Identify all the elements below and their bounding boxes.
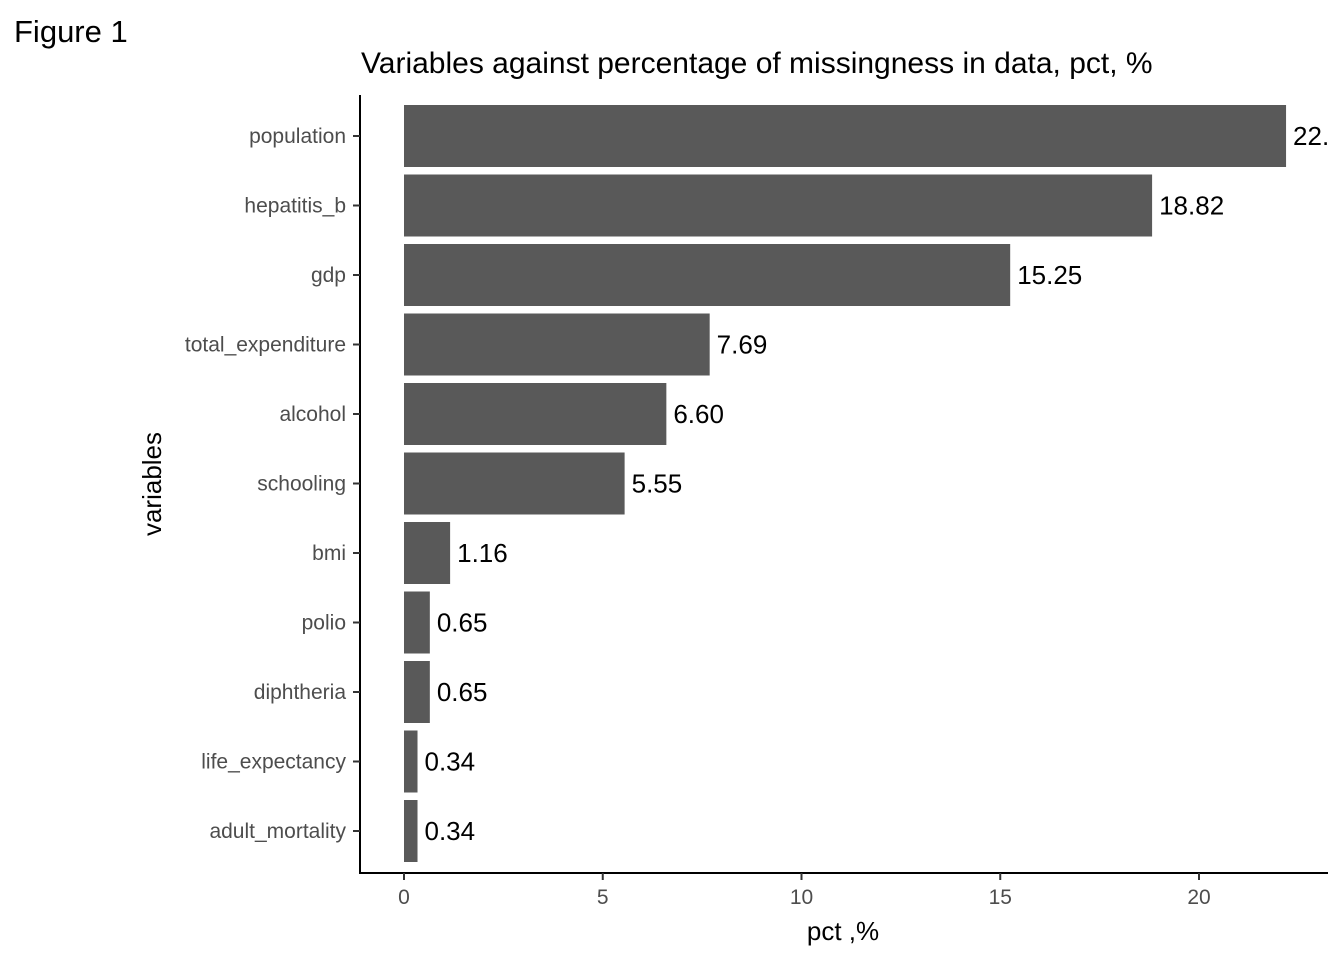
x-tick-label: 5: [597, 886, 609, 909]
y-tick-label-total_expenditure: total_expenditure: [185, 334, 346, 357]
data-label-polio: 0.65: [437, 608, 488, 638]
bar-total_expenditure: [404, 313, 710, 376]
y-tick-label-diphtheria: diphtheria: [254, 681, 347, 704]
y-axis-title: variables: [137, 432, 167, 536]
data-label-total_expenditure: 7.69: [717, 330, 768, 360]
x-tick-label: 20: [1187, 886, 1210, 909]
x-axis-title: pct ,%: [807, 916, 879, 946]
data-label-population: 22.: [1293, 121, 1329, 151]
x-tick-label: 15: [989, 886, 1012, 909]
bar-adult_mortality: [404, 800, 418, 862]
data-label-bmi: 1.16: [457, 538, 508, 568]
bar-life_expectancy: [404, 730, 418, 793]
y-tick-label-population: population: [249, 125, 346, 148]
data-label-alcohol: 6.60: [673, 399, 724, 429]
data-label-gdp: 15.25: [1017, 260, 1082, 290]
y-tick-label-bmi: bmi: [312, 542, 346, 565]
y-tick-label-polio: polio: [302, 612, 346, 635]
y-tick-label-adult_mortality: adult_mortality: [209, 820, 346, 843]
x-tick-label: 10: [790, 886, 813, 909]
y-tick-label-gdp: gdp: [311, 264, 346, 287]
x-tick-label: 0: [398, 886, 410, 909]
bar-bmi: [404, 522, 451, 584]
data-labels-layer: 22. 18.82 15.25 7.69 6.60 5.55 1.16 0.65 0.65 0.3…: [425, 121, 1330, 846]
data-label-adult_mortality: 0.34: [425, 816, 476, 846]
y-tick-label-schooling: schooling: [257, 473, 346, 496]
y-tick-label-hepatitis_b: hepatitis_b: [244, 195, 346, 218]
bar-schooling: [404, 452, 625, 515]
y-tick-label-alcohol: alcohol: [279, 403, 346, 426]
bar-population: [404, 105, 1287, 167]
x-axis-ticks: 0 5 10 15 20: [398, 873, 1211, 909]
bar-polio: [404, 591, 430, 654]
bars-layer: [404, 105, 1287, 862]
data-label-life_expectancy: 0.34: [425, 747, 476, 777]
bar-alcohol: [404, 383, 667, 445]
y-tick-label-life_expectancy: life_expectancy: [201, 751, 346, 774]
bar-diphtheria: [404, 661, 430, 723]
data-label-hepatitis_b: 18.82: [1159, 191, 1224, 221]
data-label-diphtheria: 0.65: [437, 677, 488, 707]
chart-title: Variables against percentage of missingn…: [361, 47, 1153, 80]
bar-gdp: [404, 244, 1011, 306]
bar-hepatitis_b: [404, 174, 1153, 237]
figure-label: Figure 1: [14, 14, 128, 49]
data-label-schooling: 5.55: [632, 469, 683, 499]
